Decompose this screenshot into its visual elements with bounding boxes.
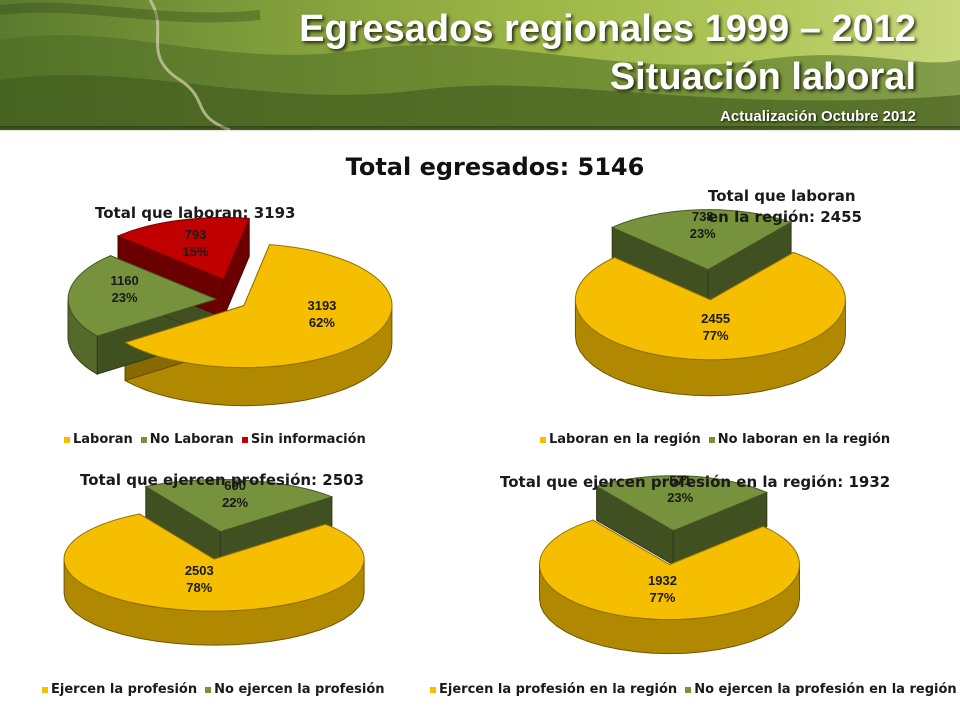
slice-value-label: 738 23%: [690, 208, 716, 242]
slice-value-label: 2455 77%: [701, 310, 730, 344]
legend-swatch: [708, 436, 715, 443]
legend-label: Sin información: [250, 432, 366, 447]
banner-shadow: [0, 126, 960, 132]
legend-item: Laboran: [64, 432, 133, 447]
main-subtitle: Situación laboral: [609, 56, 916, 98]
slice-percent: 23%: [667, 489, 694, 505]
legend-item: No ejercen la profesión en la región: [685, 682, 957, 697]
legend-label: Laboran en la región: [549, 432, 701, 447]
total-graduates: Total egresados: 5146: [345, 153, 645, 181]
slice-value: 690: [224, 477, 246, 493]
legend-swatch: [64, 436, 70, 443]
chart-title: Total que ejercen profesión en la región…: [500, 473, 891, 491]
legend-swatch: [140, 436, 147, 443]
legend-swatch: [430, 686, 436, 693]
pie-slice-laboran-en-la-regi-n: [574, 251, 846, 361]
pie-slice-no-laboran: [67, 255, 218, 337]
pie-slice-ejercen-la-profesi-n-en-la-regi-n: [538, 519, 800, 621]
slice-percent: 22%: [222, 494, 249, 510]
legend-label: No Laboran: [149, 432, 234, 447]
slice-percent: 23%: [689, 225, 716, 241]
legend-item: No laboran en la región: [708, 432, 891, 447]
legend-label: Ejercen la profesión: [51, 682, 198, 697]
chart-title: Total que ejercen profesión: 2503: [80, 471, 365, 489]
slice-value-label: 793 15%: [183, 226, 209, 260]
chart-legend: Laboran en la región No laboran en la reg…: [540, 432, 898, 447]
slice-percent: 77%: [649, 589, 676, 605]
pie-chart-2: [574, 209, 846, 397]
legend-item: No Laboran: [140, 432, 234, 447]
slice-value: 1160: [110, 272, 139, 288]
pie-slice-ejercen-la-profesi-n: [63, 513, 365, 612]
slice-percent: 15%: [182, 243, 209, 259]
update-note: Actualización Octubre 2012: [720, 108, 916, 125]
slice-value: 738: [691, 208, 714, 224]
slice-value: 2455: [701, 310, 731, 326]
chart-title: Total que laboran: 3193: [95, 204, 296, 222]
legend-item: Ejercen la profesión en la región: [430, 682, 677, 697]
legend-label: No laboran en la región: [717, 432, 891, 447]
legend-swatch: [241, 436, 248, 443]
slice-percent: 77%: [702, 327, 729, 343]
chart-title: Total que laboran en la región: 2455: [708, 187, 862, 226]
slice-value-label: 690 22%: [222, 477, 248, 511]
chart-legend: Ejercen la profesión en la región No ejer…: [430, 682, 960, 697]
pie-slice-no-ejercen-la-profesi-n: [144, 479, 334, 533]
pie-chart-3: [63, 479, 365, 646]
slice-percent: 78%: [186, 579, 213, 595]
header-banner: Egresados regionales 1999 – 2012 Situaci…: [0, 0, 960, 130]
slice-value: 1932: [648, 572, 677, 588]
pie-chart-1: [67, 216, 393, 407]
legend-label: No ejercen la profesión: [214, 682, 385, 697]
legend-swatch: [540, 436, 546, 443]
slice-percent: 62%: [308, 314, 335, 330]
legend-item: Laboran en la región: [540, 432, 701, 447]
legend-item: No ejercen la profesión: [205, 682, 385, 697]
landscape-background: [0, 0, 960, 130]
pie-slice-no-ejercen-la-profesi-n-en-la-regi-n: [595, 475, 769, 532]
slice-value-label: 571 23%: [667, 472, 693, 506]
pie-slice-sin-informaci-n: [116, 216, 250, 281]
slice-percent: 23%: [111, 289, 138, 305]
slice-value-label: 1932 77%: [648, 572, 677, 606]
main-title: Egresados regionales 1999 – 2012: [299, 8, 916, 50]
legend-swatch: [205, 686, 212, 693]
chart-legend: Laboran No Laboran Sin información: [64, 432, 374, 447]
legend-label: No ejercen la profesión en la región: [694, 682, 957, 697]
legend-label: Ejercen la profesión en la región: [439, 682, 678, 697]
slice-value-label: 2503 78%: [185, 562, 214, 596]
slice-value-label: 1160 23%: [110, 272, 138, 306]
legend-swatch: [42, 686, 48, 693]
slice-value-label: 3193 62%: [307, 297, 336, 331]
slice-value: 793: [184, 226, 207, 242]
pie-slice-laboran: [123, 244, 393, 369]
pie-chart-4: [538, 475, 800, 655]
slice-value: 2503: [184, 562, 214, 578]
legend-item: Sin información: [241, 432, 366, 447]
pie-slice-no-laboran-en-la-regi-n: [610, 209, 793, 271]
slice-value: 571: [669, 472, 692, 488]
legend-item: Ejercen la profesión: [42, 682, 197, 697]
chart-legend: Ejercen la profesión No ejercen la profes…: [42, 682, 393, 697]
legend-swatch: [685, 686, 692, 693]
slice-value: 3193: [307, 297, 337, 313]
legend-label: Laboran: [73, 432, 133, 447]
